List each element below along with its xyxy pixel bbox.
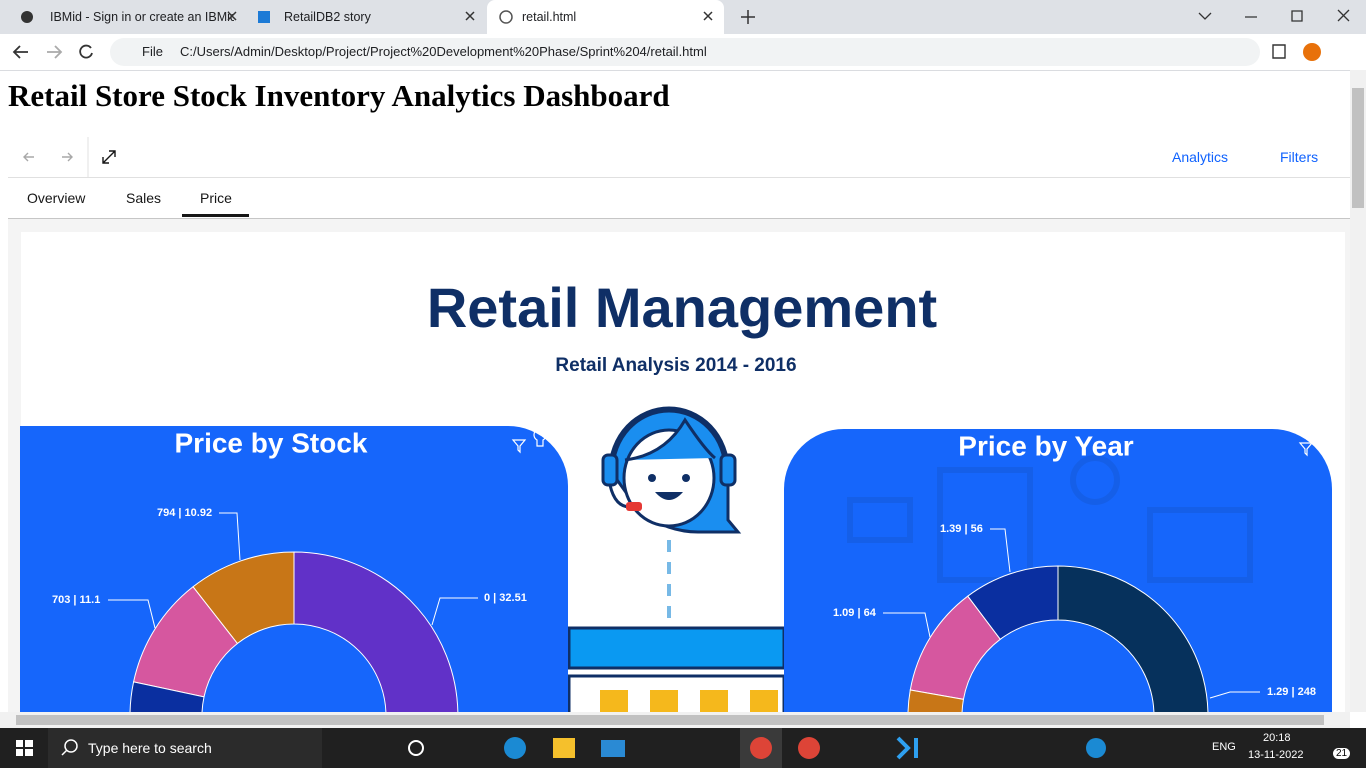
page-tabs: Overview Sales Price — [8, 178, 1350, 219]
tab-icons — [21, 9, 1350, 24]
start[interactable] — [16, 740, 33, 756]
language[interactable]: ENG — [1212, 741, 1236, 753]
undo-redo[interactable] — [23, 152, 73, 162]
search-placeholder: Type here to search — [88, 740, 212, 756]
taskbar-icons — [16, 728, 1106, 768]
horizontal-scrollbar[interactable] — [0, 712, 1350, 728]
tab-bar: IBMid - Sign in or create an IBMid Retai… — [0, 0, 1366, 34]
data-label: 703 | 11.1 — [52, 594, 100, 606]
favicon — [258, 11, 270, 23]
page-tab[interactable]: Sales — [126, 190, 162, 206]
toolbar-icons — [23, 137, 116, 177]
app-explorer[interactable] — [553, 738, 575, 758]
cortana[interactable] — [408, 740, 424, 756]
scheme: File — [142, 44, 163, 59]
active-tab-indicator — [182, 214, 249, 217]
close-icons[interactable] — [227, 11, 713, 21]
vertical-scrollbar[interactable] — [1350, 70, 1366, 712]
search-icon — [64, 739, 78, 753]
new-tab[interactable] — [741, 10, 755, 24]
data-label: 794 | 10.92 — [157, 507, 212, 519]
favicon — [499, 10, 513, 24]
donut-segment[interactable] — [129, 681, 208, 712]
nav-icons — [12, 42, 1321, 62]
headset — [609, 407, 729, 471]
app-edge[interactable] — [504, 737, 526, 759]
data-label: 1.39 | 56 — [940, 523, 983, 535]
card-background-icons — [847, 455, 1253, 583]
data-label: 1.09 | 64 — [833, 607, 877, 619]
browser-tab[interactable]: IBMid - Sign in or create an IBMid — [50, 10, 234, 24]
url: C:/Users/Admin/Desktop/Project/Project%2… — [180, 44, 707, 59]
data-label: 0 | 32.51 — [484, 592, 527, 604]
earpiece — [601, 453, 619, 487]
donut-segment[interactable] — [909, 595, 1001, 700]
back[interactable] — [12, 45, 28, 59]
page-tab[interactable]: Overview — [27, 190, 86, 206]
app-vscode[interactable] — [896, 736, 918, 760]
donut-segment[interactable] — [293, 551, 459, 712]
fringe — [624, 417, 716, 462]
story-heading: Retail Management — [427, 276, 937, 339]
counter — [567, 626, 786, 670]
donut-segment[interactable] — [967, 565, 1059, 641]
app-chrome[interactable] — [750, 737, 772, 759]
card-title: Price by Year — [958, 430, 1134, 461]
toolbar: Analytics Filters — [8, 137, 1350, 178]
story-subheading: Retail Analysis 2014 - 2016 — [555, 355, 796, 376]
card-title: Price by Stock — [175, 427, 368, 458]
profile[interactable] — [1303, 43, 1321, 61]
donut-segment[interactable] — [192, 551, 295, 645]
mouth — [655, 492, 683, 500]
search-icon — [61, 749, 68, 756]
donut-segment[interactable] — [132, 586, 239, 698]
app-mail[interactable] — [601, 740, 625, 757]
browser-tab[interactable]: RetailDB2 story — [284, 10, 371, 24]
notifications[interactable]: 21 — [1333, 748, 1351, 759]
leader-lines — [108, 512, 1260, 699]
favicon — [21, 11, 33, 23]
illustration — [567, 406, 786, 712]
data-labels: 794 | 10.92 703 | 11.1 0 | 32.51 1.39 | … — [52, 507, 1316, 698]
mic — [626, 502, 642, 511]
address-bar: File C:/Users/Admin/Desktop/Project/Proj… — [0, 34, 1366, 71]
earpiece — [719, 453, 737, 487]
omnibox[interactable]: File C:/Users/Admin/Desktop/Project/Proj… — [110, 38, 1260, 66]
help[interactable] — [1086, 738, 1106, 758]
analytics-button[interactable]: Analytics — [1172, 149, 1229, 165]
donut-segment[interactable] — [907, 689, 965, 712]
taskbar: Type here to search ENG 20:18 13-11-2022… — [0, 728, 1366, 768]
search-box[interactable] — [48, 728, 322, 768]
story-area: Retail Management Retail Analysis 2014 -… — [8, 219, 1350, 712]
story-canvas: Retail Management Retail Analysis 2014 -… — [20, 232, 1345, 712]
page-tab[interactable]: Price — [200, 190, 232, 206]
clock-date[interactable]: 13-11-2022 — [1248, 749, 1304, 761]
filters-button[interactable]: Filters — [1280, 149, 1319, 165]
card-corner — [20, 426, 90, 486]
story-layer: Retail Management Retail Analysis 2014 -… — [20, 232, 1345, 712]
window-controls[interactable] — [1198, 9, 1350, 22]
app-chrome[interactable] — [798, 737, 820, 759]
scroll-thumb[interactable] — [1352, 88, 1364, 208]
donuts — [129, 551, 1209, 712]
awning-stripes — [600, 690, 778, 712]
forward[interactable] — [47, 45, 63, 59]
card-actions[interactable] — [511, 428, 1314, 457]
eye — [682, 474, 690, 482]
page-title: Retail Store Stock Inventory Analytics D… — [8, 78, 670, 113]
scroll-thumb[interactable] — [16, 715, 1324, 725]
eye — [648, 474, 656, 482]
browser-tab[interactable]: retail.html — [487, 0, 724, 34]
data-label: 1.29 | 248 — [1267, 686, 1316, 698]
reload[interactable] — [79, 44, 93, 59]
donut-segment[interactable] — [1057, 565, 1209, 712]
fullscreen[interactable] — [102, 150, 116, 164]
clock-time[interactable]: 20:18 — [1263, 732, 1291, 744]
